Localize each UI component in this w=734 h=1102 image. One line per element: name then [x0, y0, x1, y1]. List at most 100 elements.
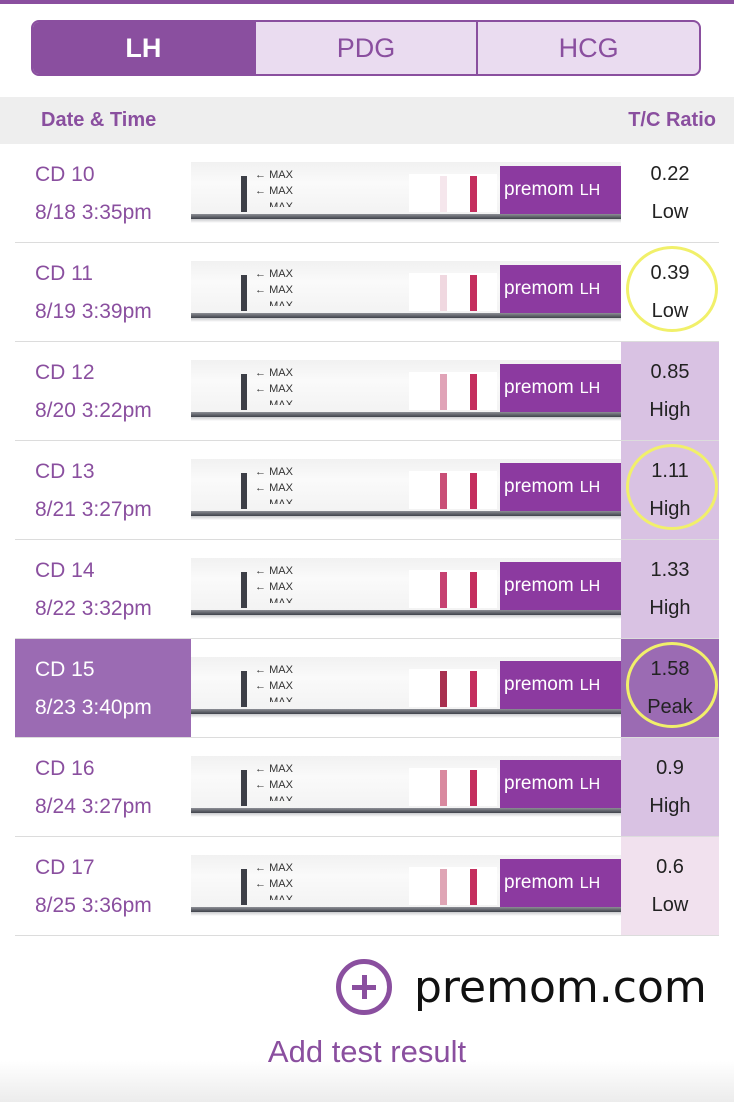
- cycle-day: CD 12: [35, 361, 95, 384]
- row-date-cell: CD 11 8/19 3:39pm: [15, 243, 191, 341]
- result-window: [409, 471, 497, 509]
- strip-edge: [191, 214, 621, 219]
- tc-ratio-cell: 1.58 Peak: [621, 639, 719, 737]
- test-strip-image: ← MAX ← MAX ← MAX premom LH: [191, 358, 621, 424]
- test-strip-image: ← MAX ← MAX ← MAX premom LH: [191, 853, 621, 919]
- test-type-tabs: LH PDG HCG: [31, 20, 701, 76]
- max-arrow-text: ← MAX: [255, 664, 293, 676]
- row-date-cell: CD 10 8/18 3:35pm: [15, 144, 191, 242]
- tc-ratio-value: 1.33: [650, 559, 690, 581]
- result-row[interactable]: CD 14 8/22 3:32pm ← MAX ← MAX ← MAX prem…: [15, 540, 719, 639]
- strip-edge: [191, 412, 621, 417]
- tc-ratio-value: 0.85: [650, 361, 690, 383]
- result-window: [409, 867, 497, 905]
- lh-level-status: High: [649, 597, 691, 619]
- max-arrow-text: ← MAX: [255, 399, 293, 405]
- strip-shadow: [191, 516, 621, 520]
- test-line: [440, 572, 447, 608]
- max-arrow-text: ← MAX: [255, 862, 293, 874]
- cycle-day: CD 16: [35, 757, 95, 780]
- add-test-result-button[interactable]: Add test result: [267, 1034, 467, 1069]
- cycle-day: CD 14: [35, 559, 95, 582]
- test-datetime: 8/19 3:39pm: [35, 300, 152, 323]
- test-line: [440, 770, 447, 806]
- strip-grip-mark: [241, 572, 247, 608]
- tab-pdg[interactable]: PDG: [256, 22, 479, 74]
- strip-grip-mark: [241, 671, 247, 707]
- test-datetime: 8/24 3:27pm: [35, 795, 152, 818]
- test-datetime: 8/21 3:27pm: [35, 498, 152, 521]
- cycle-day: CD 10: [35, 163, 95, 186]
- max-arrow-text: ← MAX: [255, 466, 293, 478]
- result-row[interactable]: CD 12 8/20 3:22pm ← MAX ← MAX ← MAX prem…: [15, 342, 719, 441]
- tc-ratio-value: 0.6: [656, 856, 684, 878]
- control-line: [470, 869, 477, 905]
- test-datetime: 8/23 3:40pm: [35, 696, 152, 719]
- max-arrow-text: ← MAX: [255, 201, 293, 207]
- row-date-cell: CD 15 8/23 3:40pm: [15, 639, 191, 737]
- row-date-cell: CD 12 8/20 3:22pm: [15, 342, 191, 440]
- test-line: [440, 176, 447, 212]
- max-arrow-text: ← MAX: [255, 581, 293, 593]
- premom-brand-label: premom LH: [500, 760, 621, 808]
- test-line: [440, 473, 447, 509]
- strip-grip-mark: [241, 770, 247, 806]
- premom-brand-label: premom LH: [500, 265, 621, 313]
- strip-grip-mark: [241, 275, 247, 311]
- strip-shadow: [191, 615, 621, 619]
- strip-grip-mark: [241, 374, 247, 410]
- lh-level-status: Low: [651, 894, 689, 916]
- result-row[interactable]: CD 13 8/21 3:27pm ← MAX ← MAX ← MAX prem…: [15, 441, 719, 540]
- result-row[interactable]: CD 17 8/25 3:36pm ← MAX ← MAX ← MAX prem…: [15, 837, 719, 936]
- premom-brand-label: premom LH: [500, 562, 621, 610]
- lh-level-status: High: [649, 399, 691, 421]
- test-datetime: 8/20 3:22pm: [35, 399, 152, 422]
- strip-edge: [191, 511, 621, 516]
- tab-lh[interactable]: LH: [33, 22, 256, 74]
- test-strip-image: ← MAX ← MAX ← MAX premom LH: [191, 259, 621, 325]
- cycle-day: CD 13: [35, 460, 95, 483]
- max-arrow-text: ← MAX: [255, 300, 293, 306]
- max-arrow-text: ← MAX: [255, 878, 293, 890]
- max-arrow-text: ← MAX: [255, 894, 293, 900]
- highlight-circle: [626, 444, 718, 530]
- strip-edge: [191, 808, 621, 813]
- max-arrow-text: ← MAX: [255, 795, 293, 801]
- test-strip-image: ← MAX ← MAX ← MAX premom LH: [191, 754, 621, 820]
- control-line: [470, 572, 477, 608]
- control-line: [470, 275, 477, 311]
- strip-edge: [191, 610, 621, 615]
- max-arrow-text: ← MAX: [255, 498, 293, 504]
- result-row[interactable]: CD 16 8/24 3:27pm ← MAX ← MAX ← MAX prem…: [15, 738, 719, 837]
- premom-brand-label: premom LH: [500, 463, 621, 511]
- strip-grip-mark: [241, 869, 247, 905]
- max-arrow-text: ← MAX: [255, 185, 293, 197]
- max-arrow-text: ← MAX: [255, 367, 293, 379]
- strip-grip-mark: [241, 473, 247, 509]
- tc-ratio-value: 0.22: [650, 163, 690, 185]
- test-strip-image: ← MAX ← MAX ← MAX premom LH: [191, 457, 621, 523]
- tab-hcg[interactable]: HCG: [558, 32, 619, 63]
- max-arrow-text: ← MAX: [255, 597, 293, 603]
- result-row[interactable]: CD 15 8/23 3:40pm ← MAX ← MAX ← MAX prem…: [15, 639, 719, 738]
- result-row[interactable]: CD 11 8/19 3:39pm ← MAX ← MAX ← MAX prem…: [15, 243, 719, 342]
- results-header: Date & Time T/C Ratio: [0, 97, 734, 144]
- result-row[interactable]: CD 10 8/18 3:35pm ← MAX ← MAX ← MAX prem…: [15, 144, 719, 243]
- test-line: [440, 374, 447, 410]
- tc-ratio-cell: 1.11 High: [621, 441, 719, 539]
- strip-shadow: [191, 912, 621, 916]
- row-date-cell: CD 14 8/22 3:32pm: [15, 540, 191, 638]
- date-time-column-header: Date & Time: [41, 109, 157, 131]
- tc-ratio-cell: 0.9 High: [621, 738, 719, 836]
- max-arrow-text: ← MAX: [255, 268, 293, 280]
- premom-brand-label: premom LH: [500, 364, 621, 412]
- tc-ratio-cell: 1.33 High: [621, 540, 719, 638]
- row-date-cell: CD 17 8/25 3:36pm: [15, 837, 191, 935]
- lh-level-status: Low: [651, 201, 689, 223]
- result-window: [409, 174, 497, 212]
- add-circle-icon[interactable]: [336, 959, 392, 1015]
- lh-level-status: High: [649, 795, 691, 817]
- premom-brand-label: premom LH: [500, 166, 621, 214]
- max-arrow-text: ← MAX: [255, 696, 293, 702]
- top-accent-bar: [0, 0, 734, 4]
